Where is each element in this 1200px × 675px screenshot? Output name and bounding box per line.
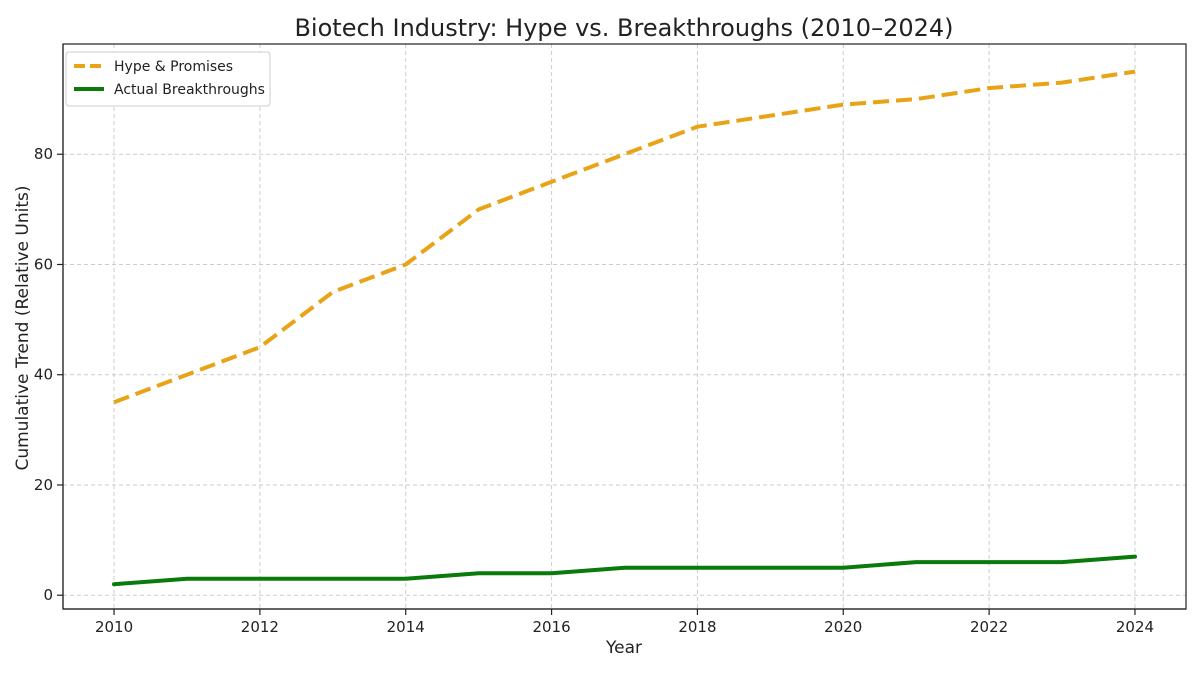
x-tick-label: 2024 — [1116, 618, 1154, 636]
axis-ticks: 2010 2012 2014 2016 2018 2020 2022 2024 0 20 40 60 8… — [34, 44, 1186, 636]
y-tick-label: 20 — [34, 476, 53, 494]
x-tick-label: 2012 — [241, 618, 279, 636]
x-tick-label: 2016 — [532, 618, 570, 636]
chart-title: Biotech Industry: Hype vs. Breakthroughs… — [294, 14, 953, 42]
y-tick-label: 60 — [34, 255, 53, 273]
x-axis-label: Year — [605, 638, 642, 658]
series-line-hype — [113, 69, 1136, 405]
y-axis-label: Cumulative Trend (Relative Units) — [13, 185, 33, 470]
x-tick-label: 2022 — [970, 618, 1008, 636]
y-tick-label: 80 — [34, 145, 53, 163]
legend-box — [65, 51, 271, 107]
x-tick-label: 2010 — [95, 618, 133, 636]
x-tick-label: 2014 — [387, 618, 425, 636]
series-lines — [112, 69, 1137, 587]
plot-frame — [62, 43, 1187, 610]
x-tick-label: 2018 — [678, 618, 716, 636]
x-tick-label: 2020 — [824, 618, 862, 636]
legend-entry: Actual Breakthroughs — [114, 82, 265, 98]
legend-entry: Hype & Promises — [114, 59, 233, 75]
grid-lines — [63, 44, 1186, 609]
series-line-breakthroughs — [112, 554, 1137, 587]
legend: Hype & Promises Actual Breakthroughs — [65, 51, 271, 107]
y-tick-label: 40 — [34, 366, 53, 384]
y-tick-label: 0 — [43, 586, 53, 604]
